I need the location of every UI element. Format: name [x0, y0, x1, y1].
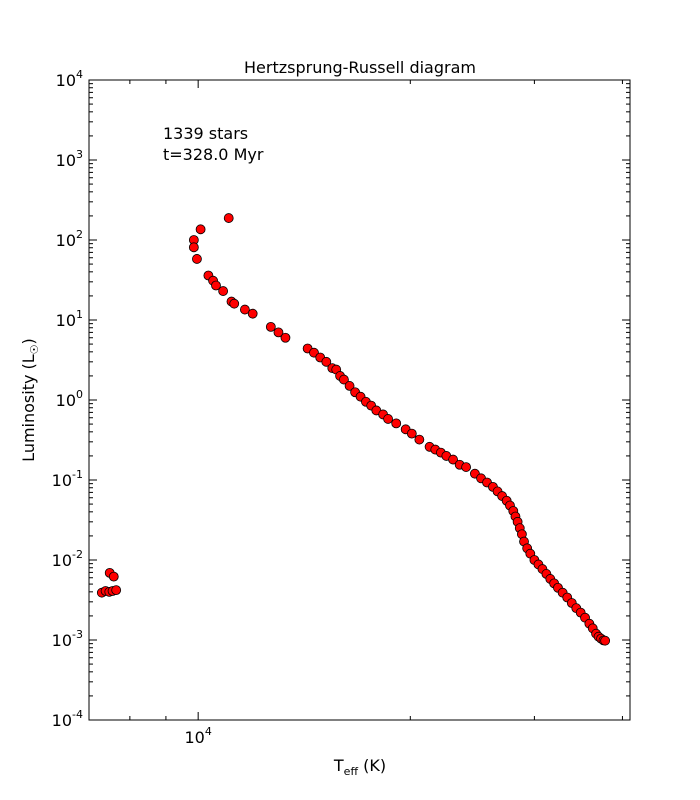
y-tick-label-exponent: 3 [76, 148, 83, 161]
x-tick-label-exponent: 4 [205, 725, 212, 738]
star-point [406, 428, 417, 439]
x-axis-label-base: T [333, 756, 344, 775]
star-point [247, 308, 258, 319]
data-points [96, 213, 611, 646]
chart-title: Hertzsprung-Russell diagram [244, 58, 476, 77]
star-point [265, 321, 276, 332]
star-point [448, 454, 458, 465]
y-tick-label: 10-4 [52, 708, 83, 730]
x-axis-label: Teff (K) [333, 756, 386, 778]
y-axis-label-text: Luminosity (L [19, 354, 38, 462]
y-tick-label-base: 10 [56, 231, 76, 250]
annotation-star-count: 1339 stars [163, 124, 248, 143]
star-point [461, 462, 472, 472]
y-tick-label-base: 10 [52, 471, 72, 490]
star-point [344, 381, 355, 391]
y-tick-label: 100 [56, 388, 83, 410]
y-tick-label-exponent: 2 [76, 228, 83, 241]
y-tick-label-exponent: 0 [76, 388, 83, 401]
y-tick-label: 101 [56, 308, 83, 330]
y-tick-label-base: 10 [52, 711, 72, 730]
y-tick-label-exponent: -1 [72, 468, 83, 481]
y-axis-label-subscript: ☉ [28, 344, 41, 354]
star-point [383, 414, 393, 424]
star-point [321, 356, 332, 367]
star-point [111, 585, 122, 596]
y-tick-label-exponent: 4 [76, 68, 83, 81]
star-point [223, 213, 234, 223]
y-tick-label-base: 10 [56, 311, 76, 330]
y-tick-label: 10-1 [52, 468, 83, 490]
star-point [391, 418, 402, 429]
star-point [211, 280, 221, 291]
y-tick-label-exponent: -4 [72, 708, 83, 721]
y-tick-label-exponent: 1 [76, 308, 83, 321]
y-tick-label: 103 [56, 148, 83, 170]
star-point [188, 242, 199, 253]
x-axis-label-unit: (K) [358, 756, 386, 775]
annotations: 1339 stars t=328.0 Myr [163, 124, 264, 164]
x-axis-ticks: 104 [129, 80, 623, 747]
star-point [195, 224, 206, 235]
y-tick-label-base: 10 [52, 551, 72, 570]
star-point [239, 304, 250, 315]
y-tick-label: 104 [56, 68, 83, 90]
star-point [273, 327, 284, 338]
x-tick-label: 104 [184, 725, 211, 747]
y-tick-label-exponent: -3 [72, 628, 83, 641]
y-axis-label: Luminosity (L☉) [19, 338, 41, 462]
y-tick-label: 10-2 [52, 548, 83, 570]
y-tick-label-base: 10 [52, 631, 72, 650]
star-point [339, 374, 349, 385]
y-tick-label: 102 [56, 228, 83, 250]
y-tick-label-base: 10 [56, 391, 76, 410]
y-tick-label-exponent: -2 [72, 548, 83, 561]
annotation-time: t=328.0 Myr [163, 145, 264, 164]
y-axis-label-close: ) [19, 338, 38, 344]
star-point [414, 434, 425, 445]
y-tick-label-base: 10 [56, 71, 76, 90]
star-point [218, 286, 229, 296]
star-point [600, 635, 611, 646]
x-axis-label-subscript: eff [344, 765, 359, 778]
x-tick-label-base: 10 [184, 728, 204, 747]
star-point [280, 332, 291, 343]
y-tick-label: 10-3 [52, 628, 83, 650]
star-point [192, 254, 202, 264]
star-point [229, 298, 240, 309]
star-point [108, 571, 119, 582]
y-tick-label-base: 10 [56, 151, 76, 170]
